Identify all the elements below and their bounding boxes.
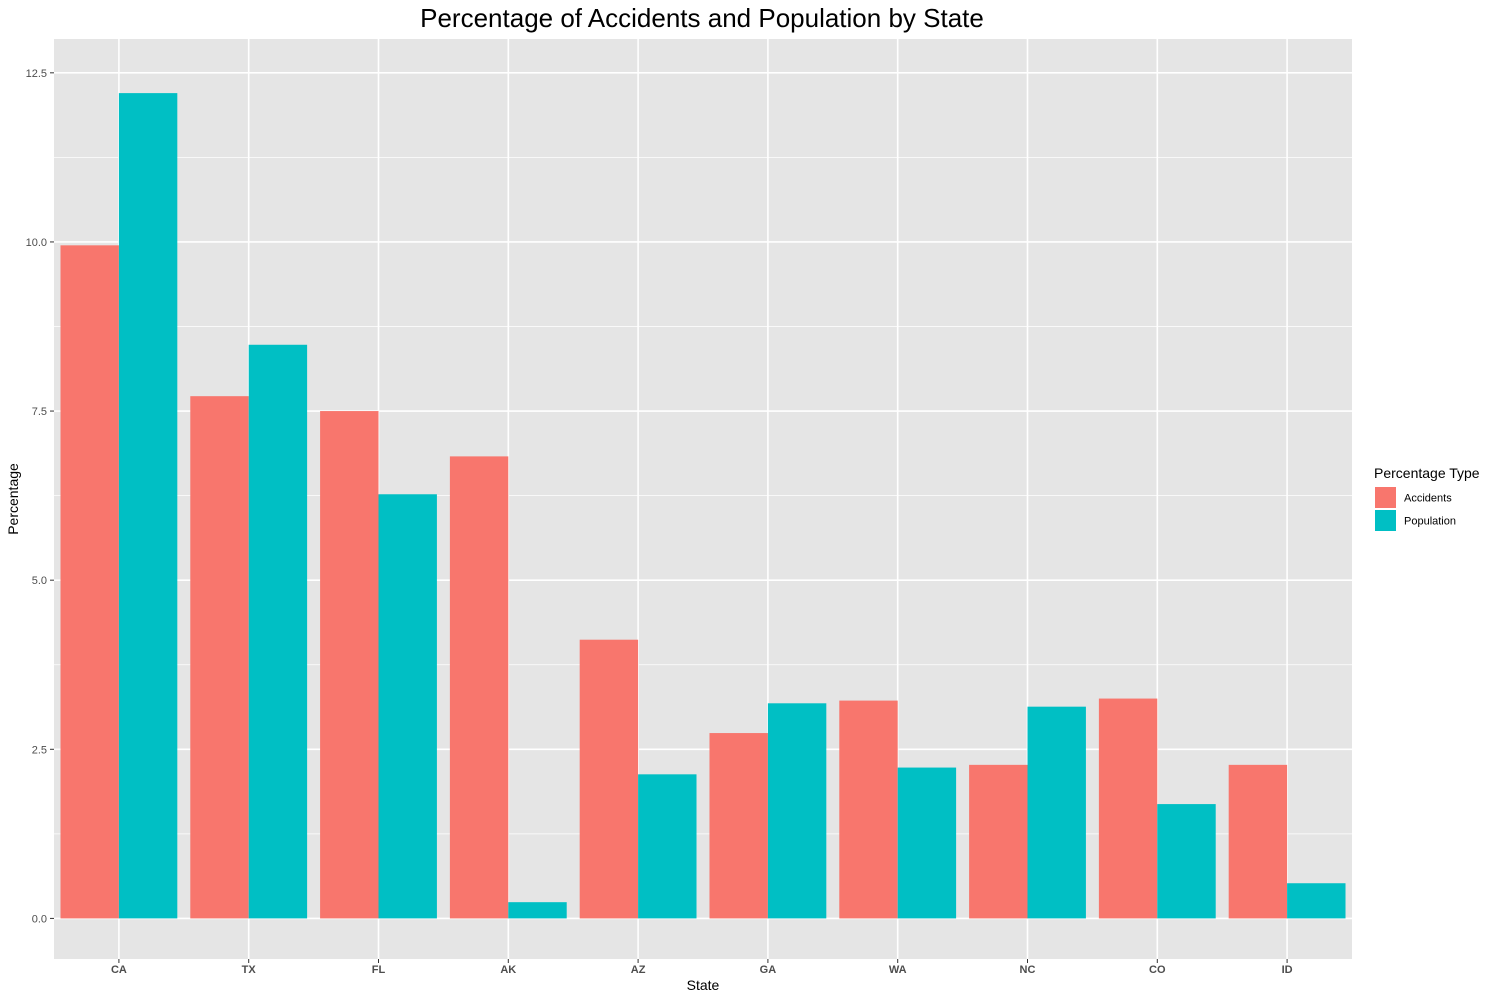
- y-axis: 0.0 2.5 5.0 7.5 10.0 12.5: [26, 68, 54, 925]
- x-axis-title: State: [687, 977, 720, 993]
- y-axis-title: Percentage: [5, 463, 21, 535]
- y-tick-label: 7.5: [32, 406, 47, 418]
- legend-label-population: Population: [1404, 516, 1456, 528]
- x-axis: CA TX FL AK AZ GA WA NC CO ID: [111, 959, 1293, 976]
- x-tick-label: AK: [500, 964, 516, 976]
- bar-accidents-id: [1228, 764, 1288, 919]
- y-tick-label: 12.5: [26, 68, 47, 80]
- bar-accidents-az: [579, 639, 639, 919]
- bar-accidents-tx: [190, 396, 249, 919]
- bar-accidents-fl: [320, 411, 379, 919]
- x-tick-label: WA: [889, 964, 907, 976]
- bar-population-nc: [1027, 706, 1086, 919]
- y-tick-label: 0.0: [32, 913, 47, 925]
- bar-population-co: [1157, 804, 1216, 919]
- y-tick-label: 2.5: [32, 744, 47, 756]
- bar-population-ga: [767, 703, 827, 919]
- bar-accidents-ga: [709, 733, 768, 919]
- x-tick-label: GA: [760, 964, 777, 976]
- x-tick-label: FL: [372, 964, 386, 976]
- x-tick-label: CA: [111, 964, 127, 976]
- bar-accidents-wa: [839, 700, 898, 919]
- legend-items: Accidents Population: [1375, 487, 1456, 531]
- bar-population-az: [638, 774, 697, 919]
- bar-population-wa: [897, 767, 957, 919]
- legend-key-population: [1375, 510, 1396, 531]
- bar-accidents-co: [1098, 698, 1158, 919]
- legend-key-accidents: [1375, 487, 1396, 508]
- x-tick-label: ID: [1282, 964, 1293, 976]
- x-tick-label: TX: [242, 964, 257, 976]
- x-tick-label: NC: [1020, 964, 1036, 976]
- x-tick-label: AZ: [631, 964, 646, 976]
- bar-population-fl: [378, 494, 437, 919]
- bar-population-ca: [118, 93, 178, 919]
- legend-label-accidents: Accidents: [1404, 493, 1452, 505]
- bar-accidents-nc: [969, 764, 1028, 919]
- x-tick-label: CO: [1149, 964, 1166, 976]
- chart-title: Percentage of Accidents and Population b…: [420, 3, 984, 33]
- bar-population-ak: [508, 902, 567, 919]
- bars: [60, 93, 1346, 919]
- bar-accidents-ca: [60, 245, 119, 919]
- bar-population-id: [1287, 883, 1346, 919]
- y-tick-label: 5.0: [32, 575, 47, 587]
- bar-accidents-ak: [449, 456, 509, 919]
- bar-population-tx: [248, 344, 308, 919]
- y-tick-label: 10.0: [26, 237, 47, 249]
- legend-title: Percentage Type: [1374, 465, 1480, 481]
- legend: Percentage Type Accidents Population: [1374, 465, 1480, 531]
